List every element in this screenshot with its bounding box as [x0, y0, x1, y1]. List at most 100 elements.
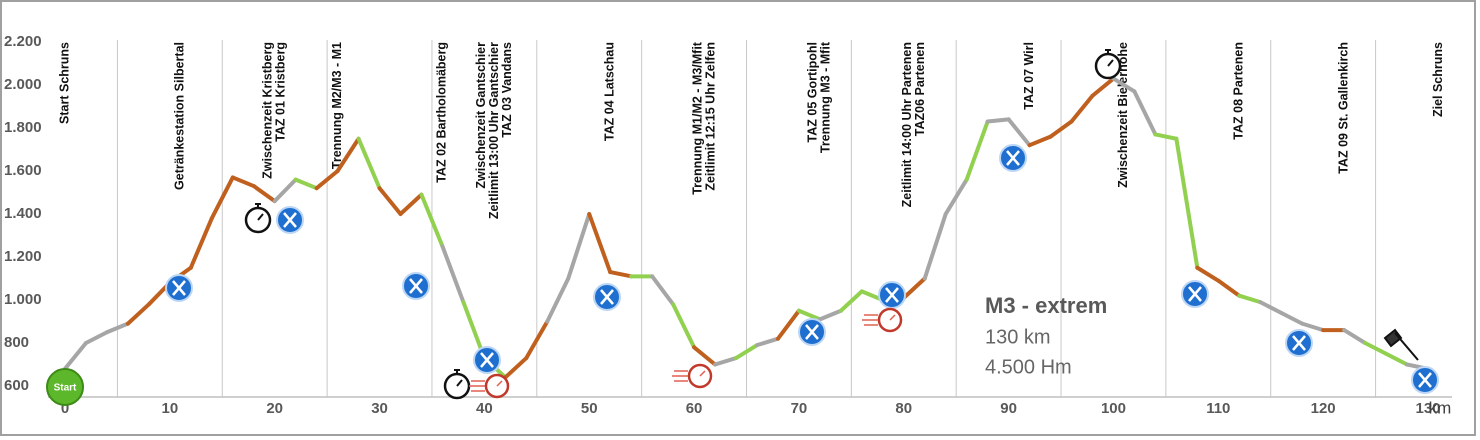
profile-segment	[419, 192, 445, 249]
profile-segment	[922, 212, 948, 281]
profile-segment	[209, 175, 235, 221]
profile-segment	[125, 302, 151, 326]
profile-segment	[1069, 93, 1095, 124]
waypoint-label: TAZ 08 Partenen	[1232, 42, 1246, 140]
waypoint-label: TAZ 01 Kristberg	[273, 42, 287, 142]
profile-segment	[817, 308, 843, 322]
icon-layer: Start	[46, 49, 1439, 406]
grid-layer: 6008001.0001.2001.4001.6001.8002.0002.20…	[4, 33, 1452, 417]
x-unit: km	[1429, 398, 1452, 417]
profile-segment	[1258, 300, 1284, 315]
profile-segment	[1153, 132, 1179, 141]
profile-segment	[901, 276, 927, 300]
x-tick-label: 120	[1311, 400, 1336, 417]
profile-segment	[293, 177, 319, 191]
x-tick-label: 0	[61, 400, 69, 417]
x-tick-label: 30	[371, 400, 388, 417]
x-tick-label: 100	[1101, 400, 1126, 417]
speed-lines	[862, 314, 896, 326]
aid-station-cross	[805, 324, 819, 340]
waypoint-label: Trennung M3 - Mfit	[819, 41, 833, 153]
profile-segment	[650, 274, 676, 307]
y-tick-label: 800	[4, 334, 29, 351]
info-climb: 4.500 Hm	[985, 356, 1072, 378]
profile-segment	[608, 270, 634, 279]
profile-segment	[943, 177, 969, 216]
waypoint-label: Zwischenzeit Bielerhöhe	[1116, 42, 1130, 188]
stopwatch-detail	[454, 369, 463, 387]
x-tick-label: 80	[895, 400, 912, 417]
aid-station-cross	[409, 278, 423, 294]
profile-segment	[838, 289, 864, 313]
profile-segment	[356, 136, 382, 191]
waypoint-label: TAZ 05 Gortipohl	[806, 42, 820, 142]
y-tick-label: 1.200	[4, 248, 42, 265]
profile-segment	[1342, 328, 1368, 345]
finish-flag	[1383, 328, 1419, 361]
waypoint-label: TAZ 02 Bartholomäberg	[435, 42, 449, 183]
aid-station-cross	[1418, 372, 1432, 388]
aid-station-cross	[480, 352, 494, 368]
waypoint-label: Zwischenzeit Kristberg	[260, 42, 274, 179]
waypoint-label: TAZ 07 Wirl	[1022, 42, 1036, 110]
profile-segment	[104, 321, 130, 335]
waypoint-label: Trennung M1/M2 - M3/Mfit	[690, 41, 704, 195]
profile-segment	[1279, 310, 1305, 326]
waypoint-label: Start Schruns	[57, 42, 71, 124]
waypoint-label: TAZ 09 St. Gallenkirch	[1336, 42, 1350, 174]
y-tick-label: 1.800	[4, 119, 42, 136]
profile-layer	[63, 76, 1430, 380]
x-tick-label: 70	[791, 400, 808, 417]
profile-segment	[230, 175, 256, 189]
info-title: M3 - extrem	[985, 293, 1107, 318]
info-box: M3 - extrem 130 km 4.500 Hm	[985, 293, 1107, 378]
profile-segment	[775, 308, 801, 341]
profile-segment	[985, 117, 1011, 124]
profile-segment	[692, 345, 718, 367]
waypoint-label: Zwischenzeit Gantschier	[474, 42, 488, 189]
profile-segment	[1111, 76, 1137, 94]
profile-segment	[566, 212, 592, 281]
x-tick-label: 40	[476, 400, 493, 417]
waypoint-label: TAZ 04 Latschau	[602, 42, 616, 141]
profile-segment	[314, 169, 340, 191]
waypoint-label: Zeitlimit 14:00 Uhr Partenen	[900, 42, 914, 207]
aid-station-cross	[283, 212, 297, 228]
waypoint-label: Zeitlimit 12:15 Uhr Zelfen	[703, 42, 717, 191]
x-tick-label: 20	[266, 400, 283, 417]
profile-segment	[377, 186, 403, 216]
y-tick-label: 600	[4, 377, 29, 394]
y-tick-label: 2.000	[4, 76, 42, 93]
x-tick-label: 90	[1000, 400, 1017, 417]
profile-segment	[1048, 119, 1074, 139]
waypoint-label: Getränkestation Silbertal	[173, 42, 187, 190]
aid-station-cross	[600, 289, 614, 305]
y-tick-label: 1.000	[4, 291, 42, 308]
profile-segment	[1090, 76, 1116, 98]
waypoint-label: TAZ 03 Vandans	[500, 42, 514, 138]
x-tick-label: 110	[1206, 400, 1230, 417]
profile-segment	[398, 192, 424, 216]
profile-segment	[964, 119, 990, 182]
start-marker	[46, 368, 84, 406]
y-tick-label: 1.400	[4, 205, 42, 222]
profile-segment	[251, 184, 277, 204]
profile-segment	[188, 216, 214, 270]
profile-segment	[440, 244, 466, 305]
profile-segment	[587, 212, 613, 275]
stopwatch-detail	[255, 203, 264, 221]
profile-segment	[671, 302, 697, 350]
profile-segment	[1300, 321, 1326, 333]
waypoint-label: Trennung M2/M3 - M1	[330, 42, 344, 169]
profile-segment	[713, 356, 739, 367]
aid-station-cross	[885, 287, 899, 303]
profile-segment	[1195, 265, 1221, 283]
profile-segment	[754, 336, 780, 348]
profile-segment	[1132, 89, 1158, 137]
profile-segment	[796, 308, 822, 322]
y-tick-label: 2.200	[4, 33, 42, 50]
waypoint-label: TAZ06 Partenen	[913, 42, 927, 136]
stopwatch-detail	[1105, 49, 1114, 67]
start-label: Start	[54, 383, 77, 394]
